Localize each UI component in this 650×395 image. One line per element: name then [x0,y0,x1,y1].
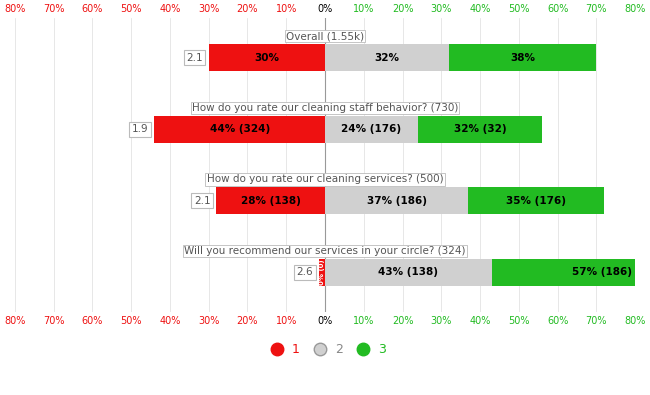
Bar [216,187,325,214]
Bar [449,44,597,71]
Text: Will you recommend our services in your circle? (324): Will you recommend our services in your … [184,246,466,256]
Text: 2.6: 2.6 [297,267,313,277]
Text: 37% (186): 37% (186) [367,196,426,206]
Text: Overall (1.55k): Overall (1.55k) [286,31,364,41]
Bar [325,44,449,71]
Text: 30%: 30% [254,53,280,63]
Text: 44% (324): 44% (324) [209,124,270,134]
Text: 1.9: 1.9 [132,124,149,134]
Bar [325,116,418,143]
Text: 43% (138): 43% (138) [378,267,438,277]
Bar [325,187,469,214]
Text: 32%: 32% [374,53,400,63]
Text: 0% (0): 0% (0) [319,260,325,285]
Text: How do you rate our cleaning services? (500): How do you rate our cleaning services? (… [207,174,443,184]
Bar [418,116,542,143]
Text: 2.1: 2.1 [194,196,211,206]
Legend: 1, 2, 3: 1, 2, 3 [259,338,391,361]
Text: How do you rate our cleaning staff behavior? (730): How do you rate our cleaning staff behav… [192,103,458,113]
Bar [469,187,604,214]
Bar [325,259,491,286]
Text: 38%: 38% [510,53,535,63]
Bar [319,259,325,286]
Text: 24% (176): 24% (176) [341,124,402,134]
Text: 32% (32): 32% (32) [454,124,506,134]
Bar [155,116,325,143]
Text: 2.1: 2.1 [187,53,203,63]
Text: 57% (186): 57% (186) [572,267,632,277]
Bar [491,259,650,286]
Text: 35% (176): 35% (176) [506,196,566,206]
Text: 28% (138): 28% (138) [240,196,301,206]
Bar [209,44,325,71]
